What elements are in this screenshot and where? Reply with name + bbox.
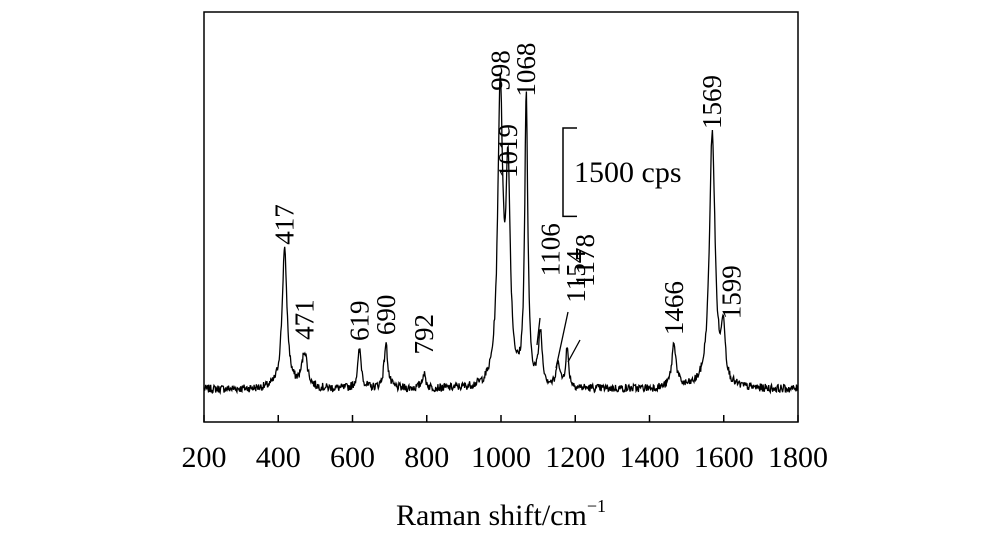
peak-label-1599: 1599 [716,265,746,319]
spectrum-line [203,72,799,395]
x-tick-label-800: 800 [404,441,449,474]
x-tick-label-400: 400 [256,441,301,474]
peak-label-417: 417 [270,204,300,245]
peak-label-1466: 1466 [659,281,689,335]
x-tick-label-1600: 1600 [694,441,754,474]
x-axis-ticks [203,415,799,422]
peak-label-998: 998 [485,50,515,91]
x-tick-label-600: 600 [330,441,375,474]
x-tick-label-200: 200 [182,441,227,474]
peak-label-619: 619 [345,301,375,342]
peak-label-1019: 1019 [493,124,523,178]
peak-label-1068: 1068 [511,43,541,97]
scale-bar-label: 1500 cps [574,156,682,189]
x-axis-tick-labels: 200 400 600 800 1000 1200 1400 1600 1800 [182,441,829,474]
peak-leader-1178 [567,339,581,363]
x-tick-label-1000: 1000 [471,441,531,474]
peak-label-1106: 1106 [535,223,565,276]
peak-label-792: 792 [409,314,439,355]
peak-label-1154: 1154 [561,249,591,302]
intensity-scale-bar: 1500 cps [562,127,682,218]
peak-label-1569: 1569 [697,75,727,129]
x-axis-title-superscript: −1 [587,496,606,516]
scale-bar-bracket [562,127,577,218]
x-axis-title: Raman shift/cm−1 [396,496,606,532]
peak-label-1178: 1178 [570,234,600,287]
x-tick-label-1800: 1800 [768,441,828,474]
x-tick-label-1400: 1400 [620,441,680,474]
x-axis-title-text: Raman shift/cm [396,499,587,532]
peak-leader-1106 [536,317,541,346]
peak-leader-1154 [555,311,569,369]
x-tick-label-1200: 1200 [545,441,605,474]
peak-label-690: 690 [371,295,401,336]
peak-label-471: 471 [290,299,320,340]
